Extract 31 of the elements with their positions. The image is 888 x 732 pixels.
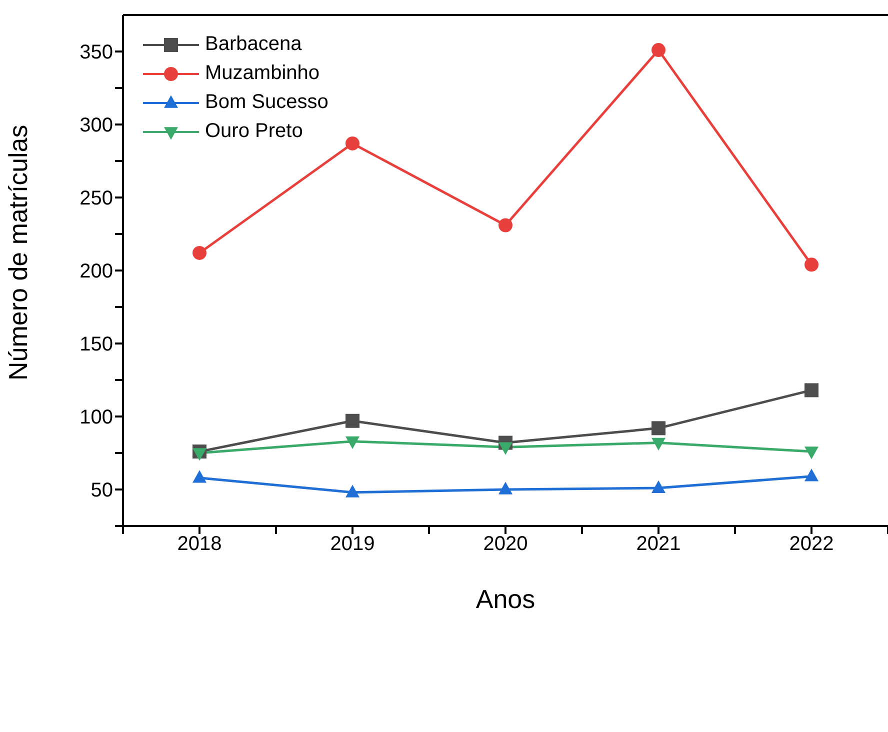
y-tick-label: 300 <box>80 114 113 137</box>
x-tick-label: 2021 <box>636 533 681 556</box>
x-tick-label: 2019 <box>330 533 375 556</box>
point <box>346 484 360 498</box>
x-tick-label: 2018 <box>177 533 222 556</box>
point <box>804 258 818 272</box>
y-tick-label: 100 <box>80 406 113 429</box>
point <box>498 482 512 494</box>
y-axis-title: Número de matrículas <box>3 124 34 380</box>
point <box>346 136 360 150</box>
legend-label: Bom Sucesso <box>205 91 328 114</box>
point <box>652 480 666 493</box>
point <box>652 421 666 436</box>
y-tick-label: 200 <box>80 260 113 283</box>
point <box>346 414 360 428</box>
x-tick-label: 2020 <box>483 533 528 556</box>
point <box>652 43 666 58</box>
point <box>804 383 818 398</box>
point <box>192 246 206 260</box>
y-tick-label: 350 <box>80 42 113 64</box>
y-tick-label: 250 <box>80 188 113 210</box>
point <box>498 218 512 232</box>
legend-label: Barbacena <box>205 33 302 56</box>
x-axis-title: Anos <box>476 584 536 614</box>
point <box>804 468 818 482</box>
y-tick-label: 50 <box>90 480 113 502</box>
y-tick-label: 150 <box>80 334 113 356</box>
legend-label: Ouro Preto <box>205 120 303 143</box>
point <box>192 470 206 483</box>
x-tick-label: 2022 <box>789 533 834 556</box>
legend-label: Muzambinho <box>205 62 320 85</box>
